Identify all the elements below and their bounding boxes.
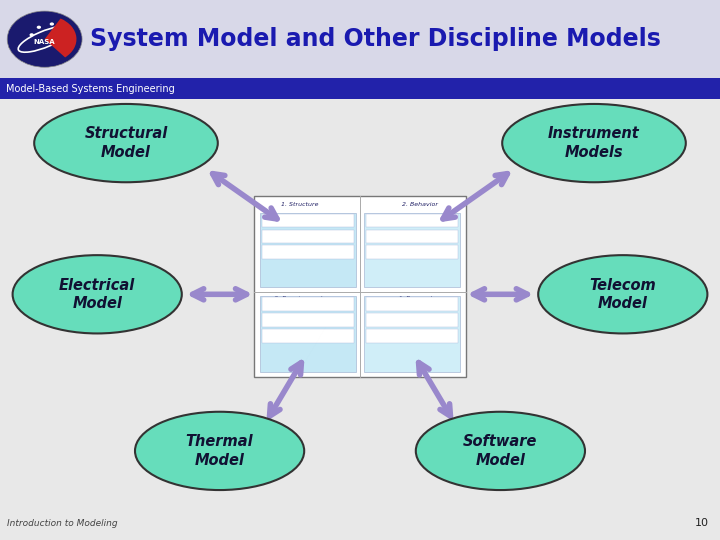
Text: 10: 10 (696, 518, 709, 528)
Text: 4. Parameters: 4. Parameters (398, 296, 443, 301)
Text: Instrument
Models: Instrument Models (548, 126, 640, 160)
Bar (0, 78, 720, 99)
Circle shape (7, 11, 82, 67)
Ellipse shape (503, 104, 686, 183)
Bar (263, 245, 354, 259)
Bar (254, 195, 467, 377)
Bar (260, 213, 356, 287)
Bar (263, 297, 354, 310)
Bar (366, 230, 458, 243)
Bar (0, 0, 720, 78)
Bar (260, 296, 356, 373)
Bar (364, 213, 461, 287)
Text: System Model and Other Discipline Models: System Model and Other Discipline Models (90, 27, 661, 51)
Text: Introduction to Modeling: Introduction to Modeling (7, 519, 118, 528)
Text: Telecom
Model: Telecom Model (590, 278, 656, 311)
Circle shape (37, 25, 41, 29)
Bar (366, 214, 458, 227)
Bar (263, 313, 354, 327)
Bar (366, 313, 458, 327)
Text: Model-Based Systems Engineering: Model-Based Systems Engineering (6, 84, 174, 93)
Text: 2. Behavior: 2. Behavior (402, 202, 438, 207)
Bar (263, 329, 354, 342)
Text: NASA: NASA (34, 39, 55, 45)
Ellipse shape (34, 104, 217, 183)
Circle shape (50, 22, 54, 25)
Bar (366, 297, 458, 310)
Bar (364, 296, 461, 373)
Text: 1. Structure: 1. Structure (281, 202, 318, 207)
Text: Structural
Model: Structural Model (84, 126, 168, 160)
Text: Thermal
Model: Thermal Model (186, 434, 253, 468)
Bar (366, 329, 458, 342)
Circle shape (30, 33, 34, 36)
Ellipse shape (538, 255, 708, 333)
Ellipse shape (13, 255, 181, 333)
Bar (263, 214, 354, 227)
Text: Software
Model: Software Model (463, 434, 538, 468)
Text: Electrical
Model: Electrical Model (59, 278, 135, 311)
Bar (263, 230, 354, 243)
Bar (366, 245, 458, 259)
Ellipse shape (135, 411, 304, 490)
Ellipse shape (416, 411, 585, 490)
Wedge shape (45, 18, 76, 57)
Text: 3. Requirements: 3. Requirements (274, 296, 326, 301)
